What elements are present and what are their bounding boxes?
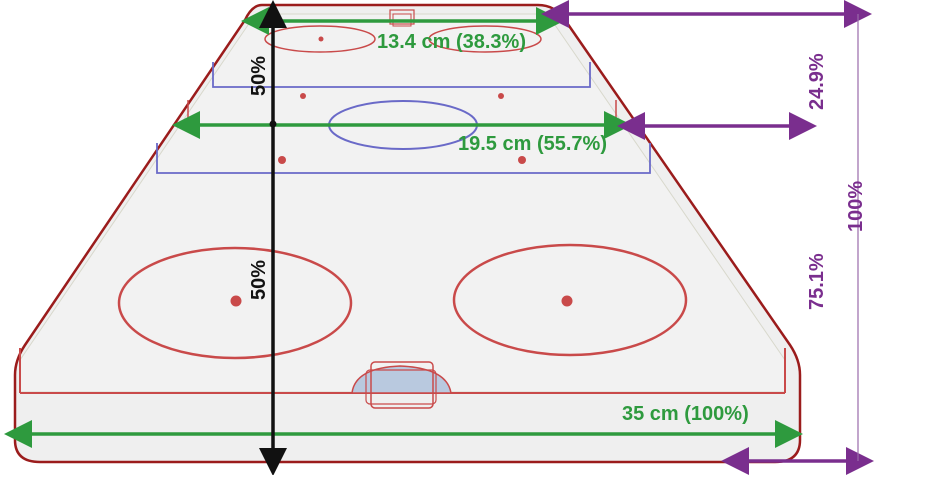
far-faceoff-dot-left xyxy=(318,36,324,42)
near-goal-net xyxy=(370,361,434,409)
neutral-dot-near-right xyxy=(518,156,526,164)
height-label-total: 100% xyxy=(845,181,867,232)
width-label-near: 35 cm (100%) xyxy=(622,403,749,425)
height-label-upper: 24.9% xyxy=(806,53,828,110)
half-label-top: 50% xyxy=(248,56,270,96)
far-blue-line xyxy=(212,62,591,88)
height-label-lower: 75.1% xyxy=(806,253,828,310)
width-label-mid: 19.5 cm (55.7%) xyxy=(458,133,607,155)
neutral-dot-near-left xyxy=(278,156,286,164)
near-blue-line xyxy=(156,143,651,174)
near-faceoff-dot-left xyxy=(230,295,242,307)
neutral-dot-far-left xyxy=(300,93,306,99)
near-goal-net-back xyxy=(365,369,437,405)
width-label-far: 13.4 cm (38.3%) xyxy=(377,31,526,53)
near-faceoff-circle-left xyxy=(117,246,353,360)
near-goal-line-ends xyxy=(19,348,786,393)
center-height-midpoint xyxy=(269,120,277,128)
ice-inner-edge xyxy=(19,13,786,393)
half-label-bottom: 50% xyxy=(248,260,270,300)
near-faceoff-circle-right xyxy=(452,243,688,357)
goal-crease xyxy=(351,365,452,394)
near-faceoff-dot-right xyxy=(561,295,573,307)
neutral-dot-far-right xyxy=(498,93,504,99)
